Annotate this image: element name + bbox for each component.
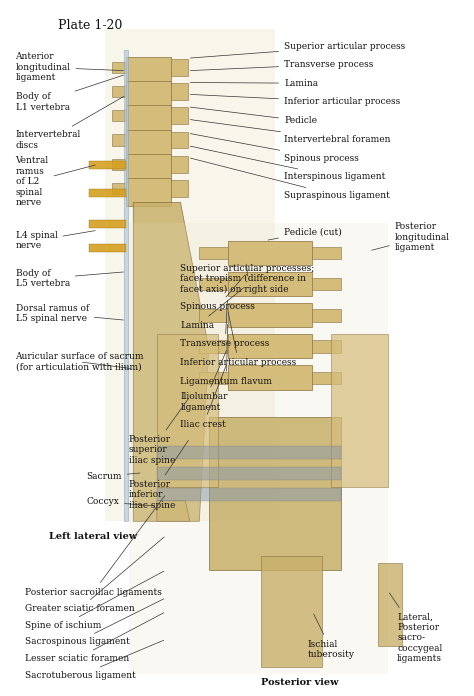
Polygon shape (105, 29, 275, 521)
Text: Sacrospinous ligament: Sacrospinous ligament (25, 599, 164, 647)
Bar (112, 110, 126, 121)
Bar (171, 107, 188, 124)
Text: Lateral,
Posterior
sacro-
coccygeal
ligaments: Lateral, Posterior sacro- coccygeal liga… (389, 593, 442, 663)
Bar (171, 132, 188, 148)
Polygon shape (157, 334, 218, 487)
Text: Lamina: Lamina (190, 79, 318, 88)
Bar (126, 109, 171, 114)
Bar (112, 62, 126, 73)
Text: Plate 1-20: Plate 1-20 (58, 19, 122, 32)
Text: Inferior articular process: Inferior articular process (190, 95, 401, 106)
Text: Supraspinous ligament: Supraspinous ligament (190, 158, 390, 200)
Text: Spinous process: Spinous process (181, 275, 255, 311)
Bar (171, 180, 188, 197)
Bar (228, 334, 312, 358)
Text: Superior articular processes;
facet tropism (difference in
facet axis) on right : Superior articular processes; facet trop… (181, 264, 315, 294)
Text: Ventral
ramus
of L2
spinal
nerve: Ventral ramus of L2 spinal nerve (16, 157, 95, 207)
Text: Dorsal ramus of
L5 spinal nerve: Dorsal ramus of L5 spinal nerve (16, 303, 124, 323)
Bar (228, 303, 312, 327)
Text: Coccyx: Coccyx (86, 498, 154, 507)
Text: Sacrotuberous ligament: Sacrotuberous ligament (25, 640, 164, 680)
Text: Posterior
superior
iliac spine: Posterior superior iliac spine (128, 399, 188, 465)
Text: Anterior
longitudinal
ligament: Anterior longitudinal ligament (16, 52, 124, 82)
Text: Posterior sacroiliac ligaments: Posterior sacroiliac ligaments (25, 496, 164, 596)
Polygon shape (133, 203, 209, 521)
Polygon shape (209, 418, 341, 570)
Bar (228, 271, 312, 296)
Text: Iliolumbar
ligament: Iliolumbar ligament (181, 351, 228, 412)
Bar (112, 86, 126, 97)
Bar (312, 309, 341, 322)
Text: Ligamentum flavum: Ligamentum flavum (181, 324, 273, 386)
Bar (89, 220, 126, 228)
Bar (171, 84, 188, 100)
Text: Sacrum: Sacrum (86, 472, 140, 481)
Bar (126, 157, 171, 163)
Text: Inferior articular process: Inferior articular process (181, 312, 297, 367)
Bar (126, 105, 171, 133)
Text: Interspinous ligament: Interspinous ligament (190, 146, 385, 181)
Text: Intervertebral foramen: Intervertebral foramen (190, 120, 391, 144)
Bar (89, 244, 126, 253)
Polygon shape (261, 556, 322, 667)
Bar (171, 59, 188, 76)
Bar (312, 372, 341, 384)
Bar (228, 365, 312, 390)
Bar (124, 50, 128, 521)
Text: Superior articular process: Superior articular process (190, 42, 405, 58)
Text: L4 spinal
nerve: L4 spinal nerve (16, 230, 95, 251)
Text: Lamina: Lamina (181, 287, 244, 330)
Text: Iliac crest: Iliac crest (181, 365, 227, 429)
Bar (89, 189, 126, 197)
Bar (157, 488, 341, 500)
Text: Auricular surface of sacrum
(for articulation with ilium): Auricular surface of sacrum (for articul… (16, 352, 144, 372)
Text: Pedicle (cut): Pedicle (cut) (268, 227, 342, 240)
Bar (126, 129, 171, 157)
Bar (199, 340, 228, 353)
Bar (126, 85, 171, 90)
Bar (126, 133, 171, 139)
Bar (199, 309, 228, 322)
Bar (126, 57, 171, 85)
Text: Lesser sciatic foramen: Lesser sciatic foramen (25, 612, 164, 663)
Bar (126, 81, 171, 109)
Bar (312, 340, 341, 353)
Bar (171, 156, 188, 173)
Bar (312, 278, 341, 290)
Text: Left lateral view: Left lateral view (48, 532, 137, 541)
Bar (312, 247, 341, 260)
Text: Transverse process: Transverse process (190, 60, 374, 70)
Bar (126, 178, 171, 206)
Bar (199, 247, 228, 260)
Text: Pedicle: Pedicle (190, 107, 317, 125)
Text: Posterior
longitudinal
ligament: Posterior longitudinal ligament (372, 222, 450, 252)
Bar (157, 446, 341, 459)
Text: Ischial
tuberosity: Ischial tuberosity (308, 614, 355, 659)
Text: Intervertebral
discs: Intervertebral discs (16, 96, 124, 150)
Text: Greater sciatic foramen: Greater sciatic foramen (25, 537, 164, 613)
Text: Posterior view: Posterior view (261, 678, 338, 687)
Polygon shape (331, 334, 388, 487)
Text: Body of
L1 vertebra: Body of L1 vertebra (16, 75, 124, 111)
Text: Spine of ischium: Spine of ischium (25, 571, 164, 630)
Bar (199, 278, 228, 290)
Bar (112, 159, 126, 170)
Bar (157, 467, 341, 480)
Polygon shape (157, 500, 190, 521)
Bar (112, 134, 126, 145)
Text: Posterior
inferior
iliac spine: Posterior inferior iliac spine (128, 441, 188, 510)
Bar (126, 154, 171, 182)
Text: Body of
L5 vertebra: Body of L5 vertebra (16, 269, 124, 288)
Bar (89, 161, 126, 169)
Text: Spinous process: Spinous process (190, 134, 359, 163)
Bar (199, 372, 228, 384)
Text: Transverse process: Transverse process (181, 300, 270, 348)
Bar (378, 563, 402, 646)
Bar (228, 241, 312, 264)
Bar (126, 182, 171, 187)
Bar (112, 183, 126, 194)
Polygon shape (128, 223, 388, 674)
